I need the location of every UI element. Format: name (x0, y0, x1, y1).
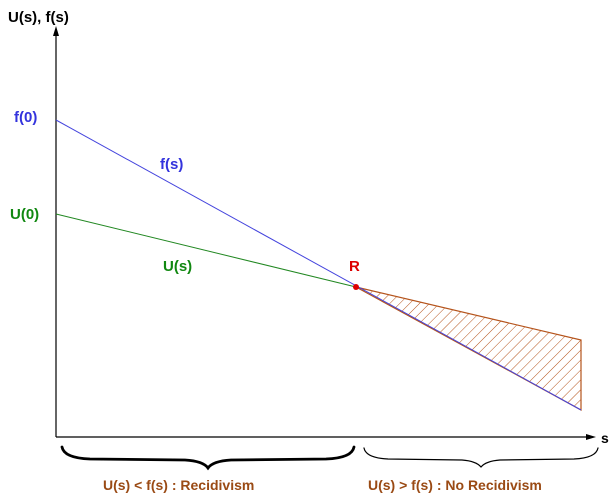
y-axis-arrow (53, 26, 59, 36)
f-curve-label: f(s) (160, 156, 183, 173)
u-curve (55, 213, 357, 288)
left-region-brace (60, 445, 356, 471)
f0-label: f(0) (14, 109, 37, 126)
u0-label: U(0) (10, 206, 39, 223)
r-point (353, 284, 359, 290)
u-curve-label: U(s) (163, 258, 192, 275)
x-axis-arrow (586, 434, 596, 440)
right-region-label: U(s) > f(s) : No Recidivism (368, 477, 542, 493)
left-region-label: U(s) < f(s) : Recidivism (103, 477, 254, 493)
right-region-brace (363, 447, 599, 468)
x-axis-label: s (601, 430, 609, 446)
r-point-label: R (349, 258, 360, 275)
f-curve (55, 119, 582, 411)
y-axis-label: U(s), f(s) (8, 9, 69, 26)
